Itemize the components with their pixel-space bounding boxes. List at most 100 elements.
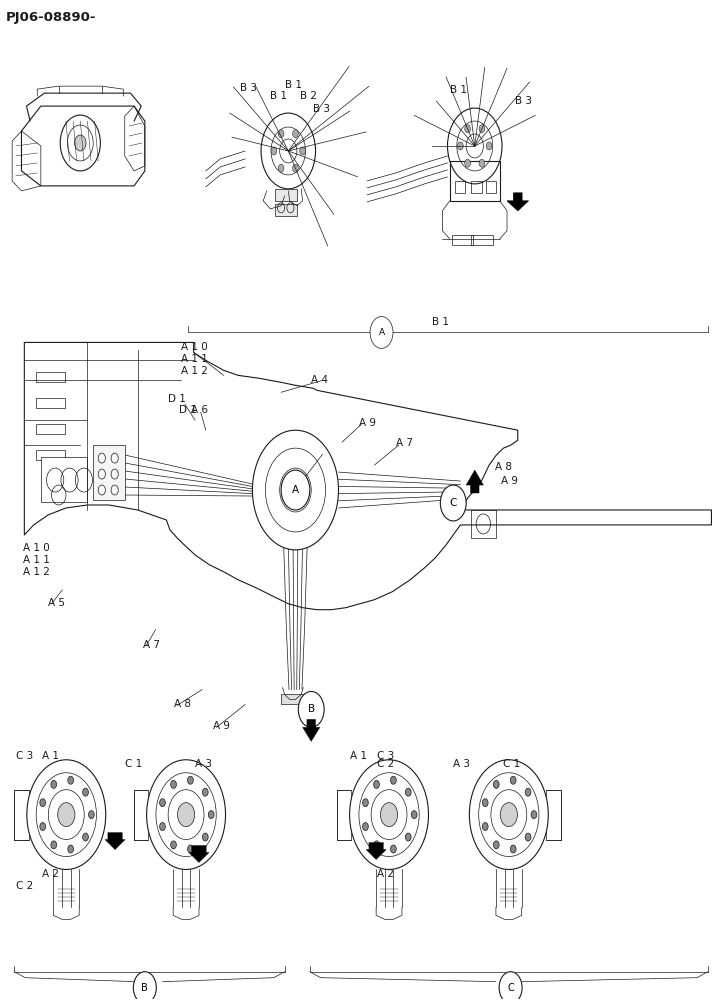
Bar: [14, 790, 29, 840]
Text: A 5: A 5: [48, 598, 65, 608]
Circle shape: [278, 164, 284, 172]
Text: B 3: B 3: [515, 96, 532, 106]
Circle shape: [160, 799, 166, 807]
Text: A 1: A 1: [350, 751, 367, 761]
Circle shape: [510, 776, 516, 784]
Circle shape: [405, 833, 411, 841]
Circle shape: [464, 125, 470, 133]
Circle shape: [253, 430, 338, 550]
Bar: [275, 204, 297, 216]
Circle shape: [457, 142, 463, 150]
Circle shape: [363, 823, 369, 831]
Circle shape: [51, 841, 57, 849]
Text: C 1: C 1: [503, 759, 521, 769]
Text: B 2: B 2: [300, 91, 318, 101]
Text: B 1: B 1: [451, 85, 467, 95]
Circle shape: [292, 130, 298, 138]
Circle shape: [177, 803, 194, 827]
Text: A 6: A 6: [192, 405, 209, 415]
Bar: [450, 161, 500, 201]
Circle shape: [464, 159, 470, 167]
Text: A 9: A 9: [501, 476, 518, 486]
Circle shape: [531, 811, 537, 819]
Circle shape: [405, 788, 411, 796]
Circle shape: [133, 972, 156, 1000]
Bar: [134, 790, 148, 840]
Circle shape: [479, 125, 485, 133]
Text: A 9: A 9: [213, 721, 230, 731]
Bar: [471, 181, 482, 193]
Text: A 8: A 8: [495, 462, 512, 472]
Circle shape: [482, 823, 488, 831]
Text: C 2: C 2: [377, 759, 395, 769]
Bar: [275, 189, 297, 201]
Circle shape: [58, 803, 75, 827]
Circle shape: [68, 845, 73, 853]
Circle shape: [171, 841, 176, 849]
Text: B 1: B 1: [270, 91, 287, 101]
Circle shape: [292, 164, 298, 172]
Circle shape: [160, 823, 166, 831]
Bar: [546, 790, 561, 840]
Circle shape: [499, 972, 522, 1000]
Text: A 4: A 4: [311, 375, 328, 385]
Circle shape: [271, 147, 276, 155]
Polygon shape: [507, 193, 528, 211]
Circle shape: [500, 803, 518, 827]
Text: B 3: B 3: [240, 83, 256, 93]
Circle shape: [363, 799, 369, 807]
Text: PJ06-08890-: PJ06-08890-: [6, 11, 96, 24]
Circle shape: [147, 760, 225, 869]
Text: A 3: A 3: [453, 759, 470, 769]
Text: A: A: [292, 485, 299, 495]
Circle shape: [300, 147, 305, 155]
Bar: [454, 181, 465, 193]
Circle shape: [27, 760, 106, 869]
Text: A 1 2: A 1 2: [181, 366, 207, 376]
Text: C 3: C 3: [16, 751, 33, 761]
Circle shape: [441, 485, 466, 521]
Bar: [93, 445, 125, 500]
Circle shape: [510, 845, 516, 853]
Polygon shape: [466, 470, 483, 493]
Circle shape: [390, 776, 396, 784]
Circle shape: [374, 780, 379, 788]
Text: C 2: C 2: [16, 881, 33, 891]
Text: A 2: A 2: [377, 869, 395, 879]
Bar: [36, 372, 65, 382]
Text: A 8: A 8: [174, 699, 191, 709]
Circle shape: [469, 760, 548, 869]
Circle shape: [188, 845, 193, 853]
Text: A 1 2: A 1 2: [23, 567, 50, 577]
Circle shape: [278, 130, 284, 138]
Polygon shape: [189, 846, 209, 862]
Text: D 1: D 1: [168, 394, 186, 404]
Circle shape: [298, 691, 324, 727]
Text: A: A: [379, 328, 384, 337]
Text: C: C: [508, 983, 514, 993]
Circle shape: [40, 823, 45, 831]
Text: A 9: A 9: [359, 418, 376, 428]
Text: B 3: B 3: [313, 104, 330, 114]
Circle shape: [482, 799, 488, 807]
Text: B 1: B 1: [284, 80, 302, 90]
Text: A 2: A 2: [42, 869, 58, 879]
Text: A 1: A 1: [42, 751, 58, 761]
Text: B: B: [307, 704, 315, 714]
Text: D 1: D 1: [179, 405, 197, 415]
Circle shape: [51, 780, 57, 788]
Text: A 1 0: A 1 0: [181, 342, 207, 352]
Circle shape: [171, 780, 176, 788]
Bar: [485, 181, 496, 193]
Bar: [471, 235, 492, 245]
Circle shape: [380, 803, 397, 827]
Circle shape: [525, 833, 531, 841]
Bar: [471, 510, 496, 538]
Circle shape: [202, 833, 208, 841]
Polygon shape: [105, 833, 125, 850]
Text: B 1: B 1: [432, 317, 449, 327]
Bar: [36, 398, 65, 408]
Bar: [41, 457, 87, 502]
Circle shape: [83, 788, 89, 796]
Circle shape: [208, 811, 214, 819]
